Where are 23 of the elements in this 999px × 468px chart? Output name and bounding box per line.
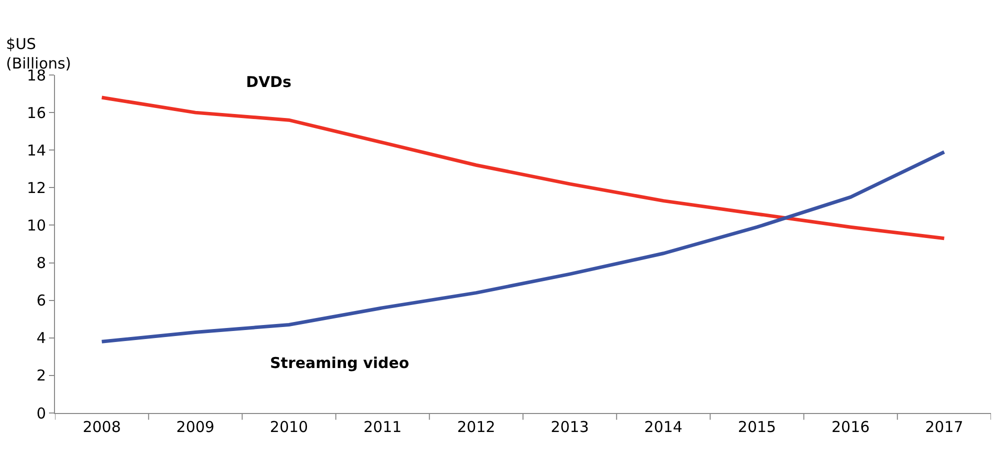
x-tick-label: 2012 [457,418,496,436]
line-series [100,150,946,344]
y-tick-label: 16 [26,104,46,122]
series-label: Streaming video [270,354,410,372]
x-tick-label: 2013 [550,418,589,436]
y-tick-label: 2 [36,366,46,385]
y-tick-label: 8 [36,254,46,272]
x-tick-label: 2011 [364,418,402,436]
y-tick-label: 10 [26,216,46,234]
line-series [100,96,946,240]
x-tick-label: 2014 [644,418,682,436]
y-tick-label: 12 [26,178,46,197]
x-tick-label: 2015 [738,418,776,436]
x-tick-label: 2017 [925,418,964,436]
x-tick-label: 2008 [82,418,121,436]
y-tick-label: 14 [26,141,46,160]
x-tick-label: 2010 [270,418,308,436]
y-tick-label: 4 [36,329,46,348]
y-tick-label: 0 [36,404,46,422]
y-tick-label: 6 [36,292,46,310]
x-tick-label: 2016 [832,418,870,436]
x-tick-label: 2009 [176,418,214,436]
series-label: DVDs [246,73,292,91]
